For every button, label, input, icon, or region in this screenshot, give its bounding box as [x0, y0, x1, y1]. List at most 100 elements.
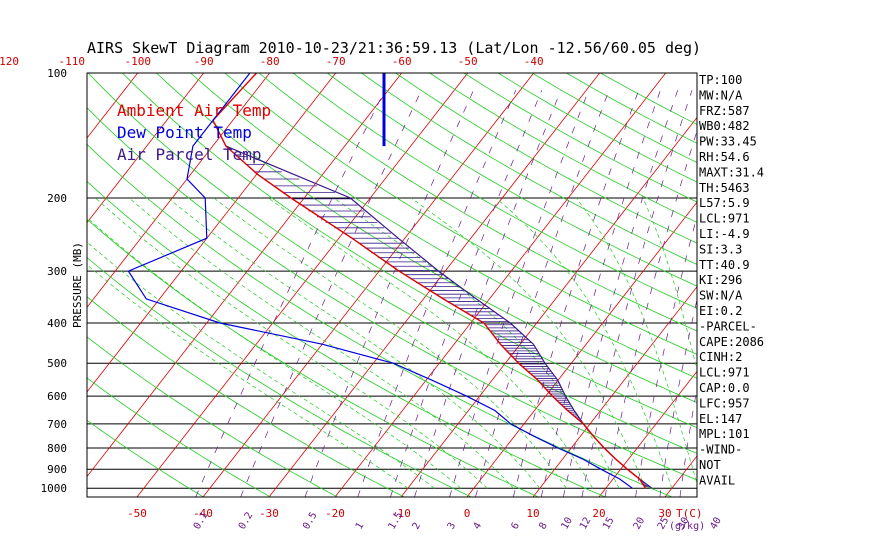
moist-adiabat-line — [87, 264, 409, 489]
mixing-ratio-line — [240, 90, 422, 497]
stability-index-item: MW:N/A — [699, 88, 743, 102]
dry-adiabat-line — [87, 296, 405, 497]
dry-adiabat-line — [87, 73, 697, 454]
dry-adiabat-line — [87, 336, 338, 497]
dry-adiabat-line — [122, 73, 697, 429]
pressure-tick-label: 100 — [47, 67, 67, 80]
stability-index-item: MPL:101 — [699, 427, 750, 441]
dry-adiabat-line — [224, 73, 697, 355]
stability-index-item: KI:296 — [699, 273, 742, 287]
mixing-ratio-tick-label: 4 — [472, 521, 485, 532]
pressure-tick-label: 800 — [47, 442, 67, 455]
isotherm-line — [87, 73, 403, 478]
top-temperature-tick-label: -70 — [326, 55, 346, 68]
stability-index-item: LCL:971 — [699, 212, 750, 226]
top-temperature-tick-label: -50 — [458, 55, 478, 68]
stability-index-item: SI:3.3 — [699, 242, 742, 256]
bottom-temperature-tick-label: 30 — [658, 507, 671, 520]
mixing-ratio-tick-label: 10 — [559, 516, 575, 532]
bottom-temperature-tick-label: -20 — [325, 507, 345, 520]
dry-adiabat-line — [190, 73, 697, 379]
series-line-ambient — [212, 73, 647, 489]
isotherm-line — [400, 116, 697, 497]
stability-index-item: LCL:971 — [699, 366, 750, 380]
pressure-tick-label: 400 — [47, 317, 67, 330]
series-line-dewpoint — [127, 73, 633, 489]
pressure-tick-label: 1000 — [41, 482, 68, 495]
mixing-ratio-tick-label: 12 — [578, 516, 594, 532]
stability-index-item: TP:100 — [699, 73, 742, 87]
stability-index-item: RH:54.6 — [699, 150, 750, 164]
stability-index-item: WB0:482 — [699, 119, 750, 133]
mixing-ratio-tick-label: 0.2 — [237, 510, 256, 531]
isotherm-line — [797, 73, 870, 497]
isotherm-line — [0, 73, 6, 497]
stability-index-item: TH:5463 — [699, 181, 750, 195]
isotherm-line — [334, 73, 667, 497]
moist-adiabat-line — [410, 197, 646, 489]
stability-index-item: AVAIL — [699, 473, 735, 487]
bottom-temperature-tick-label: -30 — [259, 507, 279, 520]
dry-adiabat-line — [87, 218, 539, 497]
stability-index-item: NOT — [699, 458, 721, 472]
legend: Ambient Air Temp Dew Point Temp Air Parc… — [117, 101, 271, 164]
stability-index-item: TT:40.9 — [699, 258, 750, 272]
moist-adiabat-line — [575, 197, 697, 486]
mixing-ratio-line — [513, 90, 640, 497]
moist-adiabat-line — [128, 197, 514, 489]
moist-adiabat-line — [87, 241, 435, 489]
mixing-ratio-line — [449, 90, 590, 497]
mixing-ratio-tick-label: 2 — [411, 521, 424, 532]
mixing-ratio-tick-label: 1 — [354, 521, 367, 532]
stability-index-item: FRZ:587 — [699, 104, 750, 118]
stability-index-item: -PARCEL- — [699, 319, 757, 333]
pressure-tick-label: 700 — [47, 418, 67, 431]
mixing-ratio-line — [414, 90, 562, 497]
top-temperature-tick-label: -40 — [524, 55, 544, 68]
dry-adiabat-line — [463, 73, 697, 203]
pressure-tick-label: 300 — [47, 265, 67, 278]
stability-index-item: CAPE:2086 — [699, 335, 764, 349]
mixing-ratio-tick-label: 3 — [446, 521, 459, 532]
dry-adiabat-line — [258, 73, 697, 332]
dry-adiabat-line — [87, 107, 697, 481]
pressure-tick-label: 900 — [47, 463, 67, 476]
stability-index-item: EI:0.2 — [699, 304, 742, 318]
isotherm-line — [598, 370, 697, 497]
legend-dewpoint: Dew Point Temp — [117, 123, 252, 142]
stability-index-item: CINH:2 — [699, 350, 742, 364]
isotherm-line — [87, 73, 337, 393]
dry-adiabat-line — [361, 73, 697, 265]
mixing-ratio-line — [304, 90, 474, 497]
moist-adiabat-line — [333, 197, 620, 489]
top-temperature-tick-label: -120 — [0, 55, 19, 68]
bottom-temperature-tick-label: -10 — [391, 507, 411, 520]
stability-index-item: LFC:957 — [699, 396, 750, 410]
moist-adiabat-line — [213, 197, 567, 489]
top-temperature-tick-label: -90 — [194, 55, 214, 68]
mixing-ratio-unit-label: (g/kg) — [669, 521, 705, 532]
top-temperature-tick-label: -80 — [260, 55, 280, 68]
dry-adiabat-line — [87, 143, 673, 497]
dry-adiabat-line — [87, 257, 472, 497]
top-temperature-tick-label: -100 — [124, 55, 151, 68]
pressure-tick-label: 600 — [47, 390, 67, 403]
bottom-temperature-tick-label: 20 — [592, 507, 605, 520]
pressure-tick-label: 200 — [47, 192, 67, 205]
moist-adiabat-line — [642, 197, 697, 372]
dry-adiabat-line — [156, 73, 697, 404]
isotherm-line — [87, 73, 271, 308]
mixing-ratio-tick-label: 20 — [632, 516, 648, 532]
isotherm-line — [532, 286, 697, 497]
axes-layer: 1002003004005006007008009001000-120-110-… — [0, 55, 724, 532]
isotherm-line — [136, 73, 469, 497]
moist-adiabat-line — [95, 197, 488, 489]
stability-index-item: CAP:0.0 — [699, 381, 750, 395]
isotherm-line — [664, 455, 697, 497]
plot-frame — [86, 72, 698, 498]
dry-adiabat-line — [87, 419, 204, 497]
mixing-ratio-line — [540, 90, 661, 497]
bottom-temperature-tick-label: -50 — [127, 507, 147, 520]
